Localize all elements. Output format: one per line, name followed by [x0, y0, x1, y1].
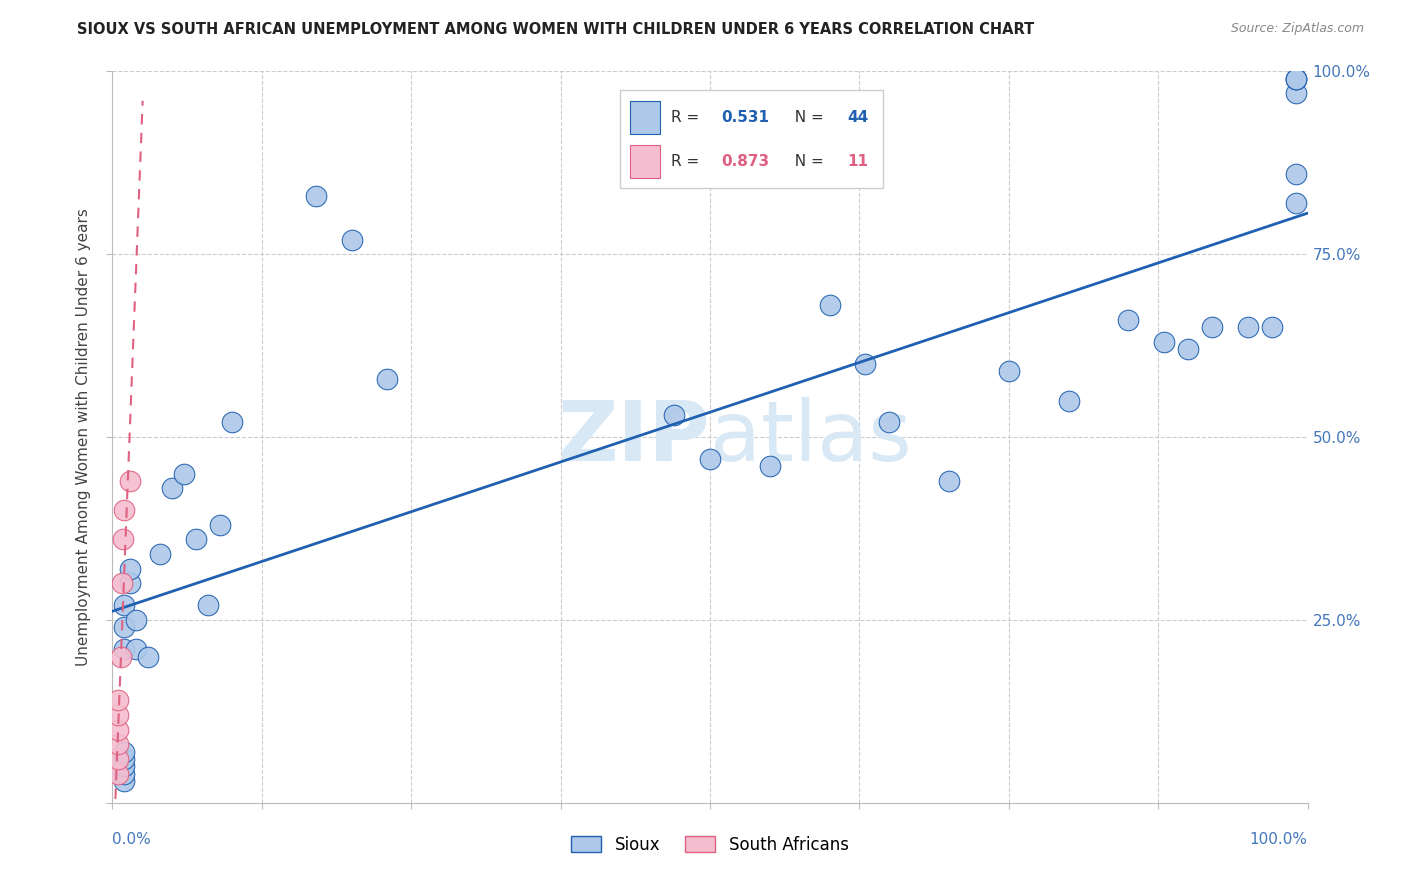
Text: R =: R = [671, 153, 704, 169]
Point [173, 467, 195, 481]
Point [125, 613, 148, 627]
Point [1237, 320, 1260, 334]
Text: Source: ZipAtlas.com: Source: ZipAtlas.com [1230, 22, 1364, 36]
Point [699, 452, 721, 467]
Point [664, 408, 686, 422]
Point [818, 298, 841, 312]
Point [377, 371, 399, 385]
Point [114, 773, 135, 788]
Bar [630, 101, 659, 134]
Point [759, 459, 782, 474]
Text: R =: R = [671, 110, 704, 125]
Text: 0.0%: 0.0% [112, 832, 152, 847]
Point [107, 752, 129, 766]
Bar [630, 145, 659, 178]
Point [305, 188, 328, 202]
Y-axis label: Unemployment Among Women with Children Under 6 years: Unemployment Among Women with Children U… [76, 208, 91, 666]
Text: atlas: atlas [710, 397, 911, 477]
Point [114, 759, 135, 773]
Text: 11: 11 [848, 153, 869, 169]
Point [138, 649, 160, 664]
Point [1285, 71, 1308, 86]
Legend: Sioux, South Africans: Sioux, South Africans [565, 829, 855, 860]
Point [1285, 167, 1308, 181]
Point [1285, 87, 1308, 101]
Point [149, 547, 172, 561]
Point [114, 503, 135, 517]
Point [938, 474, 960, 488]
Text: 100.0%: 100.0% [1250, 832, 1308, 847]
Text: ZIP: ZIP [558, 397, 710, 477]
Point [111, 576, 134, 591]
Point [125, 642, 148, 657]
Point [114, 599, 135, 613]
Point [1201, 320, 1223, 334]
Point [120, 474, 142, 488]
Point [1285, 196, 1308, 211]
Text: N =: N = [786, 110, 830, 125]
Point [114, 745, 135, 759]
Point [114, 642, 135, 657]
Point [197, 599, 219, 613]
Point [209, 517, 232, 532]
FancyBboxPatch shape [620, 90, 883, 188]
Point [1177, 343, 1199, 357]
Point [1261, 320, 1284, 334]
Point [162, 481, 183, 495]
Text: 0.531: 0.531 [721, 110, 769, 125]
Point [340, 233, 363, 247]
Point [110, 649, 132, 664]
Point [221, 416, 243, 430]
Text: SIOUX VS SOUTH AFRICAN UNEMPLOYMENT AMONG WOMEN WITH CHILDREN UNDER 6 YEARS CORR: SIOUX VS SOUTH AFRICAN UNEMPLOYMENT AMON… [77, 22, 1035, 37]
Point [1153, 334, 1175, 349]
Point [1285, 71, 1308, 86]
Point [107, 708, 129, 723]
Point [107, 766, 129, 780]
Point [1285, 71, 1308, 86]
Point [879, 416, 901, 430]
Point [1118, 313, 1140, 327]
Point [107, 723, 129, 737]
Point [107, 693, 129, 707]
Point [114, 752, 135, 766]
Point [114, 766, 135, 780]
Point [120, 576, 142, 591]
Point [107, 737, 129, 751]
Text: 44: 44 [848, 110, 869, 125]
Point [112, 533, 135, 547]
Text: N =: N = [786, 153, 830, 169]
Point [120, 562, 142, 576]
Point [1057, 393, 1080, 408]
Point [855, 357, 877, 371]
Point [114, 620, 135, 634]
Text: 0.873: 0.873 [721, 153, 769, 169]
Point [998, 364, 1021, 378]
Point [186, 533, 208, 547]
